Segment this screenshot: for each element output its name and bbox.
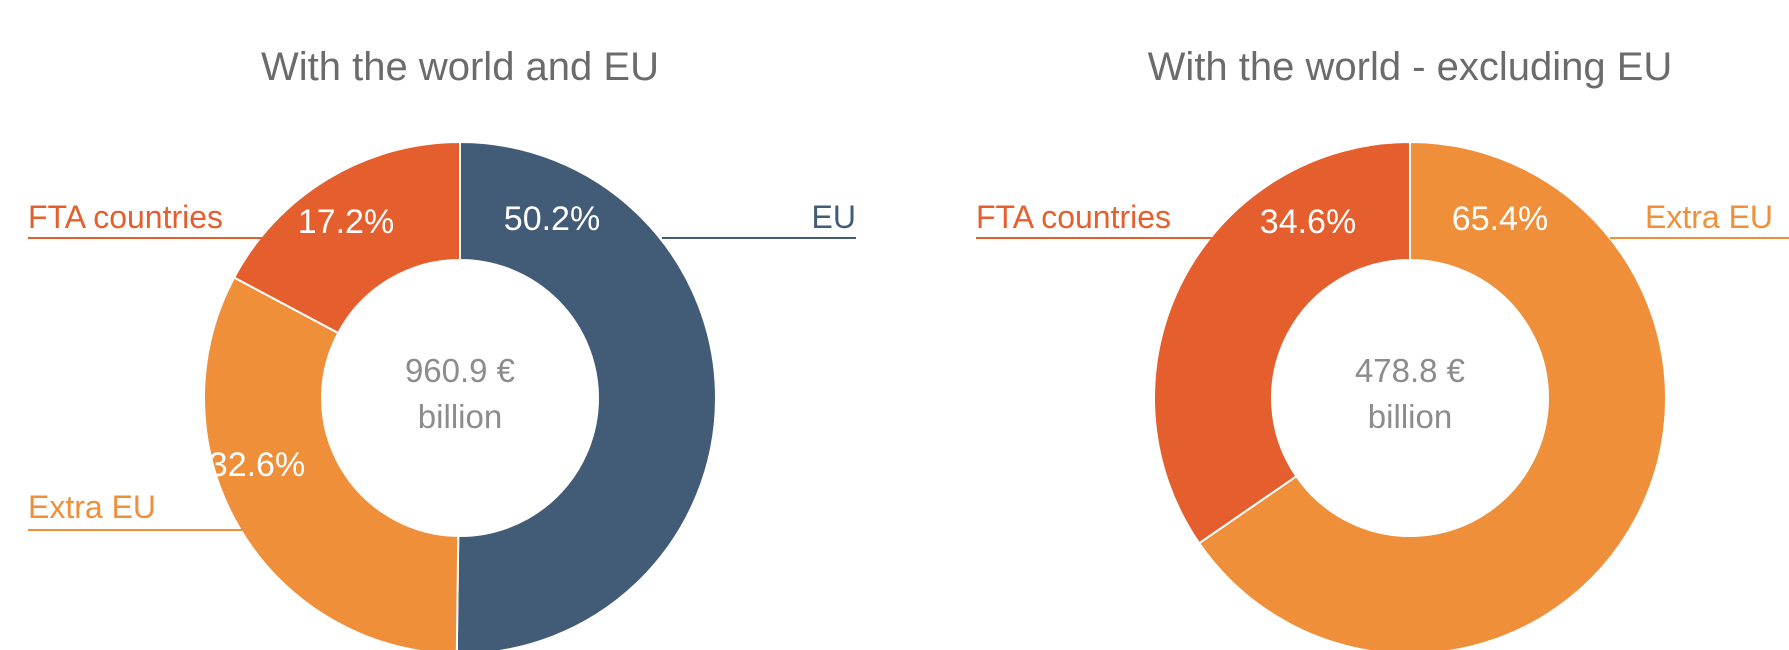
chart-1-slice-extra-eu — [203, 276, 460, 650]
chart-2-center-unit: billion — [1368, 398, 1452, 435]
chart-1-slice-fta-countries — [232, 140, 461, 335]
chart-2-fta-value-label: 34.6% — [1260, 203, 1356, 241]
chart-2-center-value: 478.8 € — [1355, 352, 1465, 389]
chart-2-fta-callout-label: FTA countries — [976, 199, 1171, 235]
chart-2-slice-extra-eu — [1197, 140, 1667, 650]
chart-1-extra-eu-callout-label: Extra EU — [28, 489, 156, 525]
chart-1-center-unit: billion — [418, 398, 502, 435]
chart-1-title: With the world and EU — [261, 45, 659, 89]
chart-1-eu-callout-label: EU — [812, 199, 856, 235]
chart-1-fta-callout-label: FTA countries — [28, 199, 223, 235]
chart-2-extra-eu-callout-label: Extra EU — [1645, 199, 1773, 235]
chart-2-title: With the world - excluding EU — [1148, 45, 1673, 89]
chart-1-eu-value-label: 50.2% — [504, 200, 600, 238]
chart-2-slice-fta-countries — [1153, 140, 1411, 545]
chart-1-fta-value-label: 17.2% — [298, 203, 394, 241]
chart-1-slice-eu — [455, 140, 717, 650]
chart-2-slices — [1153, 140, 1667, 650]
chart-2-extra-eu-value-label: 65.4% — [1452, 200, 1548, 238]
chart-2: With the world - excluding EU 478.8 € bi… — [976, 45, 1789, 650]
chart-1: With the world and EU 960.9 € billion 50… — [28, 45, 856, 650]
chart-1-center-value: 960.9 € — [405, 352, 515, 389]
chart-1-slices — [203, 140, 717, 650]
chart-1-extra-eu-value-label: 32.6% — [209, 446, 305, 484]
